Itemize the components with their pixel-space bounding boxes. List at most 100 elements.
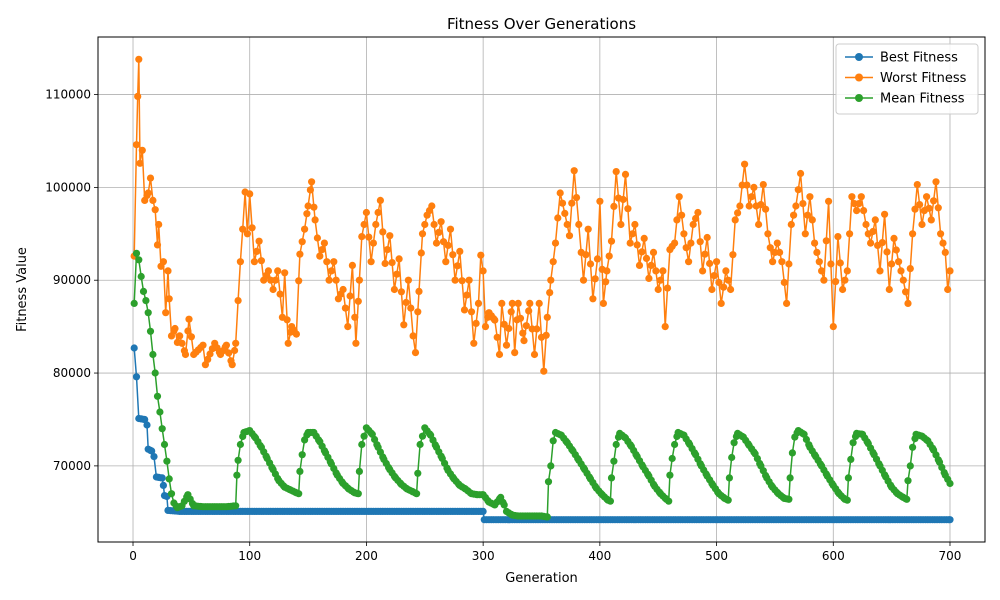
worst-fitness-point bbox=[785, 260, 793, 268]
worst-fitness-point bbox=[939, 239, 947, 247]
worst-fitness-point bbox=[522, 322, 530, 330]
worst-fitness-series bbox=[130, 55, 954, 375]
worst-fitness-point bbox=[222, 341, 230, 349]
worst-fitness-point bbox=[470, 339, 478, 347]
worst-fitness-point bbox=[701, 250, 709, 258]
worst-fitness-point bbox=[178, 339, 186, 347]
worst-fitness-point bbox=[493, 333, 501, 341]
worst-fitness-point bbox=[778, 258, 786, 266]
worst-fitness-point bbox=[271, 276, 279, 284]
worst-fitness-point bbox=[374, 208, 382, 217]
mean-fitness-point bbox=[612, 440, 620, 449]
worst-fitness-point bbox=[897, 267, 905, 275]
worst-fitness-point bbox=[435, 228, 443, 236]
worst-fitness-point bbox=[876, 267, 884, 275]
y-axis-title: Fitness Value bbox=[15, 247, 30, 332]
worst-fitness-point bbox=[822, 237, 830, 245]
mean-fitness-point bbox=[137, 272, 145, 281]
legend-box bbox=[835, 43, 979, 115]
worst-fitness-point bbox=[171, 324, 179, 333]
worst-fitness-point bbox=[400, 321, 408, 329]
mean-fitness-point bbox=[849, 439, 857, 447]
worst-fitness-point bbox=[246, 190, 254, 198]
worst-fitness-point bbox=[491, 316, 499, 324]
chart-title: Fitness Over Generations bbox=[447, 15, 636, 33]
worst-fitness-point bbox=[390, 285, 398, 294]
mean-fitness-point bbox=[728, 453, 736, 462]
worst-fitness-point bbox=[867, 239, 875, 247]
worst-fitness-point bbox=[628, 230, 637, 238]
worst-fitness-point bbox=[806, 193, 814, 201]
worst-fitness-point bbox=[404, 276, 412, 284]
mean-fitness-point bbox=[355, 467, 363, 475]
mean-fitness-point bbox=[135, 256, 143, 264]
worst-fitness-point bbox=[543, 313, 551, 321]
worst-fitness-point bbox=[899, 276, 907, 284]
mean-fitness-point bbox=[130, 299, 138, 307]
mean-fitness-point bbox=[500, 501, 508, 509]
worst-fitness-point bbox=[325, 276, 333, 284]
worst-fitness-point bbox=[395, 255, 403, 263]
worst-fitness-point bbox=[549, 258, 557, 266]
worst-fitness-point bbox=[176, 332, 184, 340]
worst-fitness-point bbox=[572, 194, 581, 202]
mean-fitness-point bbox=[139, 287, 148, 295]
mean-fitness-point bbox=[413, 490, 421, 498]
worst-fitness-point bbox=[135, 55, 143, 63]
worst-fitness-point bbox=[313, 234, 321, 242]
worst-fitness-point bbox=[918, 220, 926, 229]
worst-fitness-point bbox=[769, 258, 777, 266]
worst-fitness-point bbox=[274, 267, 282, 275]
mean-fitness-point bbox=[158, 425, 166, 433]
worst-fitness-point bbox=[516, 314, 525, 322]
worst-fitness-point bbox=[843, 267, 851, 275]
worst-fitness-point bbox=[417, 249, 425, 257]
mean-fitness-point bbox=[296, 467, 304, 475]
worst-fitness-point bbox=[351, 313, 359, 321]
worst-fitness-point bbox=[654, 285, 662, 294]
worst-fitness-point bbox=[839, 285, 847, 294]
worst-fitness-point bbox=[708, 285, 716, 294]
worst-fitness-point bbox=[530, 350, 539, 359]
worst-fitness-point bbox=[663, 284, 672, 292]
worst-fitness-point bbox=[811, 239, 819, 247]
worst-fitness-point bbox=[841, 276, 849, 284]
mean-fitness-point bbox=[543, 513, 551, 521]
x-tick-label: 200 bbox=[355, 549, 378, 563]
worst-fitness-point bbox=[546, 289, 554, 297]
mean-fitness-point bbox=[668, 454, 676, 463]
worst-fitness-point bbox=[306, 186, 314, 194]
y-tick-label: 80000 bbox=[53, 366, 91, 380]
worst-fitness-point bbox=[402, 298, 410, 307]
worst-fitness-point bbox=[365, 233, 373, 241]
worst-fitness-point bbox=[617, 220, 625, 229]
mean-fitness-point bbox=[607, 474, 616, 482]
worst-fitness-point bbox=[415, 287, 423, 295]
plot-frame bbox=[97, 36, 986, 543]
worst-fitness-point bbox=[495, 350, 504, 359]
worst-fitness-point bbox=[453, 262, 462, 270]
worst-fitness-point bbox=[284, 339, 292, 347]
worst-fitness-point bbox=[199, 341, 207, 349]
worst-fitness-point bbox=[631, 220, 639, 229]
legend: Best Fitness Worst Fitness Mean Fitness bbox=[835, 43, 979, 115]
worst-fitness-point bbox=[881, 210, 889, 218]
worst-fitness-point bbox=[255, 237, 263, 245]
worst-fitness-point bbox=[724, 276, 732, 284]
worst-fitness-point bbox=[930, 197, 938, 205]
worst-fitness-point bbox=[757, 201, 765, 209]
worst-fitness-point bbox=[591, 275, 599, 283]
worst-fitness-point bbox=[460, 306, 469, 314]
worst-fitness-point bbox=[904, 299, 912, 307]
worst-fitness-point bbox=[257, 257, 265, 265]
worst-fitness-point bbox=[895, 258, 903, 266]
worst-fitness-point bbox=[344, 323, 352, 331]
mean-fitness-point bbox=[151, 369, 159, 377]
worst-fitness-point bbox=[418, 230, 427, 238]
worst-fitness-point bbox=[132, 141, 141, 149]
y-tick-label: 70000 bbox=[53, 459, 91, 473]
worst-fitness-point bbox=[388, 259, 396, 267]
mean-fitness-point bbox=[544, 478, 553, 486]
worst-fitness-point bbox=[369, 239, 377, 247]
worst-fitness-point bbox=[134, 92, 142, 100]
